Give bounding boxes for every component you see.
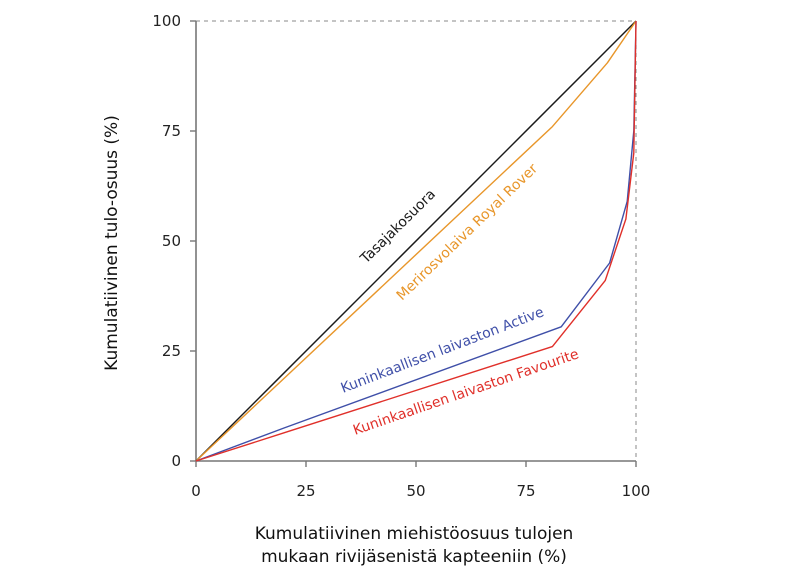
axis-ticks — [190, 20, 637, 467]
label-royal-rover: Merirosvolaiva Royal Rover — [394, 161, 542, 304]
series-lines — [195, 20, 637, 462]
x-tick-0: 0 — [191, 482, 201, 500]
label-equality-line: Tasajakosuora — [357, 186, 439, 267]
series-line-3 — [195, 20, 637, 462]
y-tick-25: 25 — [162, 342, 181, 360]
x-tick-25: 25 — [296, 482, 315, 500]
y-tick-75: 75 — [162, 122, 181, 140]
y-tick-50: 50 — [162, 232, 181, 250]
x-tick-100: 100 — [622, 482, 651, 500]
x-tick-75: 75 — [516, 482, 535, 500]
x-axis-title-line1: Kumulatiivinen miehistöosuus tulojen — [255, 524, 574, 544]
x-axis-title-line2: mukaan rivijäsenistä kapteeniin (%) — [261, 547, 567, 567]
y-tick-0: 0 — [171, 452, 181, 470]
series-line-0 — [195, 20, 637, 462]
y-tick-100: 100 — [152, 12, 181, 30]
x-tick-50: 50 — [406, 482, 425, 500]
label-favourite: Kuninkaallisen laivaston Favourite — [351, 346, 581, 438]
y-axis-title: Kumulatiivinen tulo-osuus (%) — [102, 115, 122, 371]
series-line-1 — [195, 20, 637, 462]
